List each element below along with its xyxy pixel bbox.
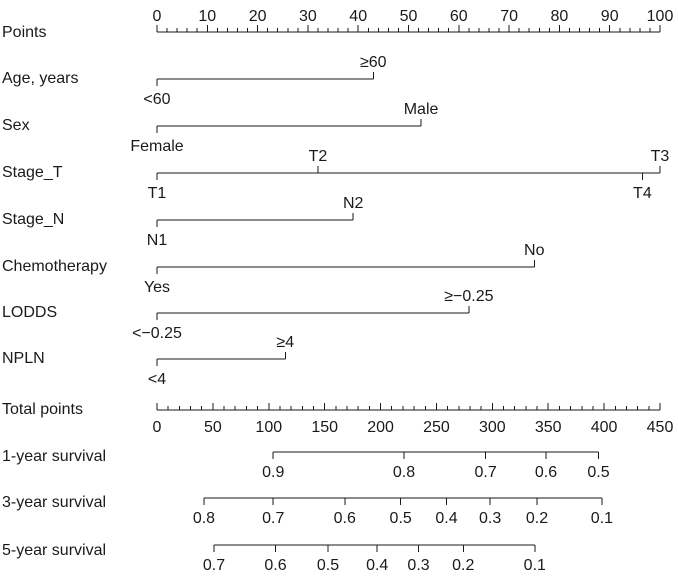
- survival-label: 3-year survival: [2, 494, 106, 511]
- level-label: <60: [143, 91, 170, 108]
- survival-tick-label: 0.5: [390, 510, 412, 527]
- variable-label: Chemotherapy: [2, 258, 107, 275]
- survival-tick-label: 0.3: [407, 557, 429, 574]
- survival-tick-label: 0.6: [334, 510, 356, 527]
- survival-tick-label: 0.9: [262, 464, 284, 481]
- level-label: ≥60: [360, 54, 387, 71]
- survival-label: 5-year survival: [2, 542, 106, 559]
- survival-tick-label: 0.3: [479, 510, 501, 527]
- variable-label: NPLN: [2, 350, 45, 367]
- total-tick-label: 50: [204, 419, 222, 436]
- survival-tick-label: 0.4: [366, 557, 388, 574]
- total-tick-label: 350: [535, 419, 562, 436]
- total-tick-label: 150: [311, 419, 338, 436]
- survival-tick-label: 0.1: [524, 557, 546, 574]
- level-label: N2: [343, 195, 364, 212]
- survival-tick-label: 0.7: [262, 510, 284, 527]
- variable-label: Stage_N: [2, 211, 64, 228]
- level-label: Female: [130, 138, 183, 155]
- survival-tick-label: 0.4: [435, 510, 457, 527]
- survival-tick-label: 0.7: [203, 557, 225, 574]
- level-label: N1: [147, 232, 168, 249]
- points-tick-label: 60: [450, 8, 468, 25]
- survival-tick-label: 0.2: [526, 510, 548, 527]
- level-label: <4: [148, 371, 166, 388]
- level-label: T4: [633, 185, 652, 202]
- survival-tick-label: 0.6: [264, 557, 286, 574]
- points-tick-label: 90: [601, 8, 619, 25]
- total-tick-label: 250: [423, 419, 450, 436]
- survival-tick-label: 0.5: [587, 464, 609, 481]
- survival-tick-label: 0.8: [393, 464, 415, 481]
- survival-tick-label: 0.7: [475, 464, 497, 481]
- survival-tick-label: 0.6: [535, 464, 557, 481]
- points-tick-label: 100: [647, 8, 674, 25]
- total-tick-label: 100: [255, 419, 282, 436]
- points-tick-label: 80: [551, 8, 569, 25]
- survival-label: 1-year survival: [2, 448, 106, 465]
- points-tick-label: 10: [198, 8, 216, 25]
- variable-label: Stage_T: [2, 164, 63, 181]
- points-tick-label: 70: [500, 8, 518, 25]
- level-label: ≥4: [276, 334, 294, 351]
- total-tick-label: 300: [479, 419, 506, 436]
- survival-tick-label: 0.2: [452, 557, 474, 574]
- variable-label: LODDS: [2, 304, 57, 321]
- level-label: <−0.25: [132, 325, 182, 342]
- level-label: T2: [309, 148, 328, 165]
- level-label: Male: [404, 101, 439, 118]
- variable-label: Age, years: [2, 70, 78, 87]
- points-tick-label: 0: [153, 8, 162, 25]
- variable-label: Sex: [2, 117, 30, 134]
- level-label: No: [524, 242, 545, 259]
- survival-tick-label: 0.8: [193, 510, 215, 527]
- total-tick-label: 200: [367, 419, 394, 436]
- points-tick-label: 20: [249, 8, 267, 25]
- survival-tick-label: 0.1: [591, 510, 613, 527]
- points-tick-label: 40: [349, 8, 367, 25]
- survival-tick-label: 0.5: [317, 557, 339, 574]
- level-label: Yes: [144, 279, 170, 296]
- level-label: T1: [148, 185, 167, 202]
- level-label: ≥−0.25: [444, 288, 493, 305]
- points-tick-label: 50: [400, 8, 418, 25]
- total-tick-label: 450: [647, 419, 674, 436]
- points-tick-label: 30: [299, 8, 317, 25]
- total-tick-label: 0: [153, 419, 162, 436]
- total-points-label: Total points: [2, 401, 83, 418]
- total-tick-label: 400: [591, 419, 618, 436]
- level-label: T3: [651, 148, 670, 165]
- points-row-label: Points: [2, 24, 46, 41]
